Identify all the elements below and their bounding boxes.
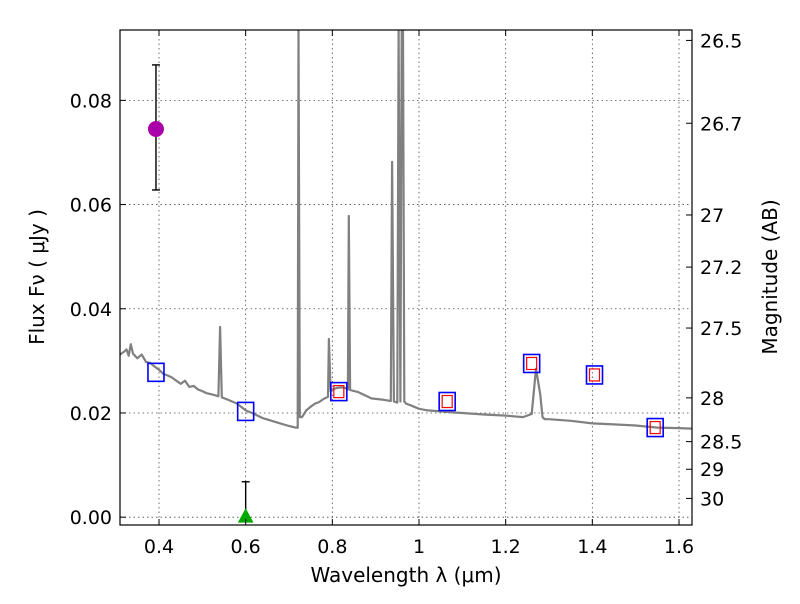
x-axis-label: Wavelength λ (μm) — [310, 563, 501, 587]
right-tick-label: 29 — [700, 459, 724, 481]
synthetic-photometry-point — [330, 381, 348, 402]
synthetic-photometry-point — [147, 362, 165, 383]
markers-layer — [147, 64, 664, 523]
y-tick-label: 0.08 — [70, 90, 112, 112]
right-tick-label: 28.5 — [700, 432, 742, 454]
y-tick-label: 0.04 — [70, 299, 112, 321]
x-tick-label: 0.6 — [231, 536, 261, 558]
y-tick-label: 0.00 — [70, 507, 112, 529]
observed-photometry-point — [649, 420, 661, 435]
right-tick-label: 26.7 — [700, 113, 742, 135]
synthetic-photometry-point — [438, 391, 456, 412]
synthetic-photometry-point — [522, 353, 541, 374]
right-tick-label: 26.5 — [700, 30, 742, 52]
right-tick-label: 30 — [700, 488, 724, 510]
y-axis-label: Flux Fν ( μJy ) — [25, 209, 49, 345]
ticks-layer: 0.4 0.6 0.8 1 1.2 1.4 1.6 0.00 0.02 0.04 0.06 0.08 2… — [70, 30, 742, 558]
series-layer — [120, 30, 692, 430]
right-axis-label: Magnitude (AB) — [758, 199, 782, 354]
synthetic-photometry-point — [585, 365, 604, 385]
observed-photometry-point — [333, 385, 345, 399]
plot-background — [120, 30, 692, 525]
model-spectrum-line — [120, 30, 692, 430]
detection-point — [147, 121, 164, 137]
x-tick-label: 1.4 — [577, 536, 607, 558]
synthetic-photometry-point — [236, 401, 255, 422]
right-tick-label: 28 — [700, 388, 724, 410]
x-tick-label: 1.2 — [491, 536, 521, 558]
right-tick-label: 27.2 — [700, 257, 742, 279]
grid-lines — [120, 30, 692, 525]
x-tick-label: 0.4 — [144, 536, 174, 558]
observed-photometry-point — [441, 394, 453, 409]
y-tick-label: 0.06 — [70, 195, 112, 217]
plot-frame — [119, 29, 693, 526]
right-tick-label: 27 — [700, 205, 724, 227]
observed-photometry-point — [588, 368, 601, 382]
x-tick-label: 0.8 — [317, 536, 347, 558]
x-tick-label: 1.6 — [664, 536, 694, 558]
y-tick-label: 0.02 — [70, 403, 112, 425]
right-tick-label: 27.5 — [700, 318, 742, 340]
synthetic-photometry-point — [646, 417, 664, 438]
observed-photometry-point — [526, 356, 538, 371]
x-tick-label: 1 — [413, 536, 425, 558]
